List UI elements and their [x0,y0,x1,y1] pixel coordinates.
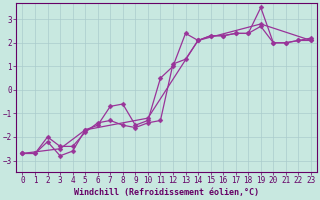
X-axis label: Windchill (Refroidissement éolien,°C): Windchill (Refroidissement éolien,°C) [74,188,259,197]
